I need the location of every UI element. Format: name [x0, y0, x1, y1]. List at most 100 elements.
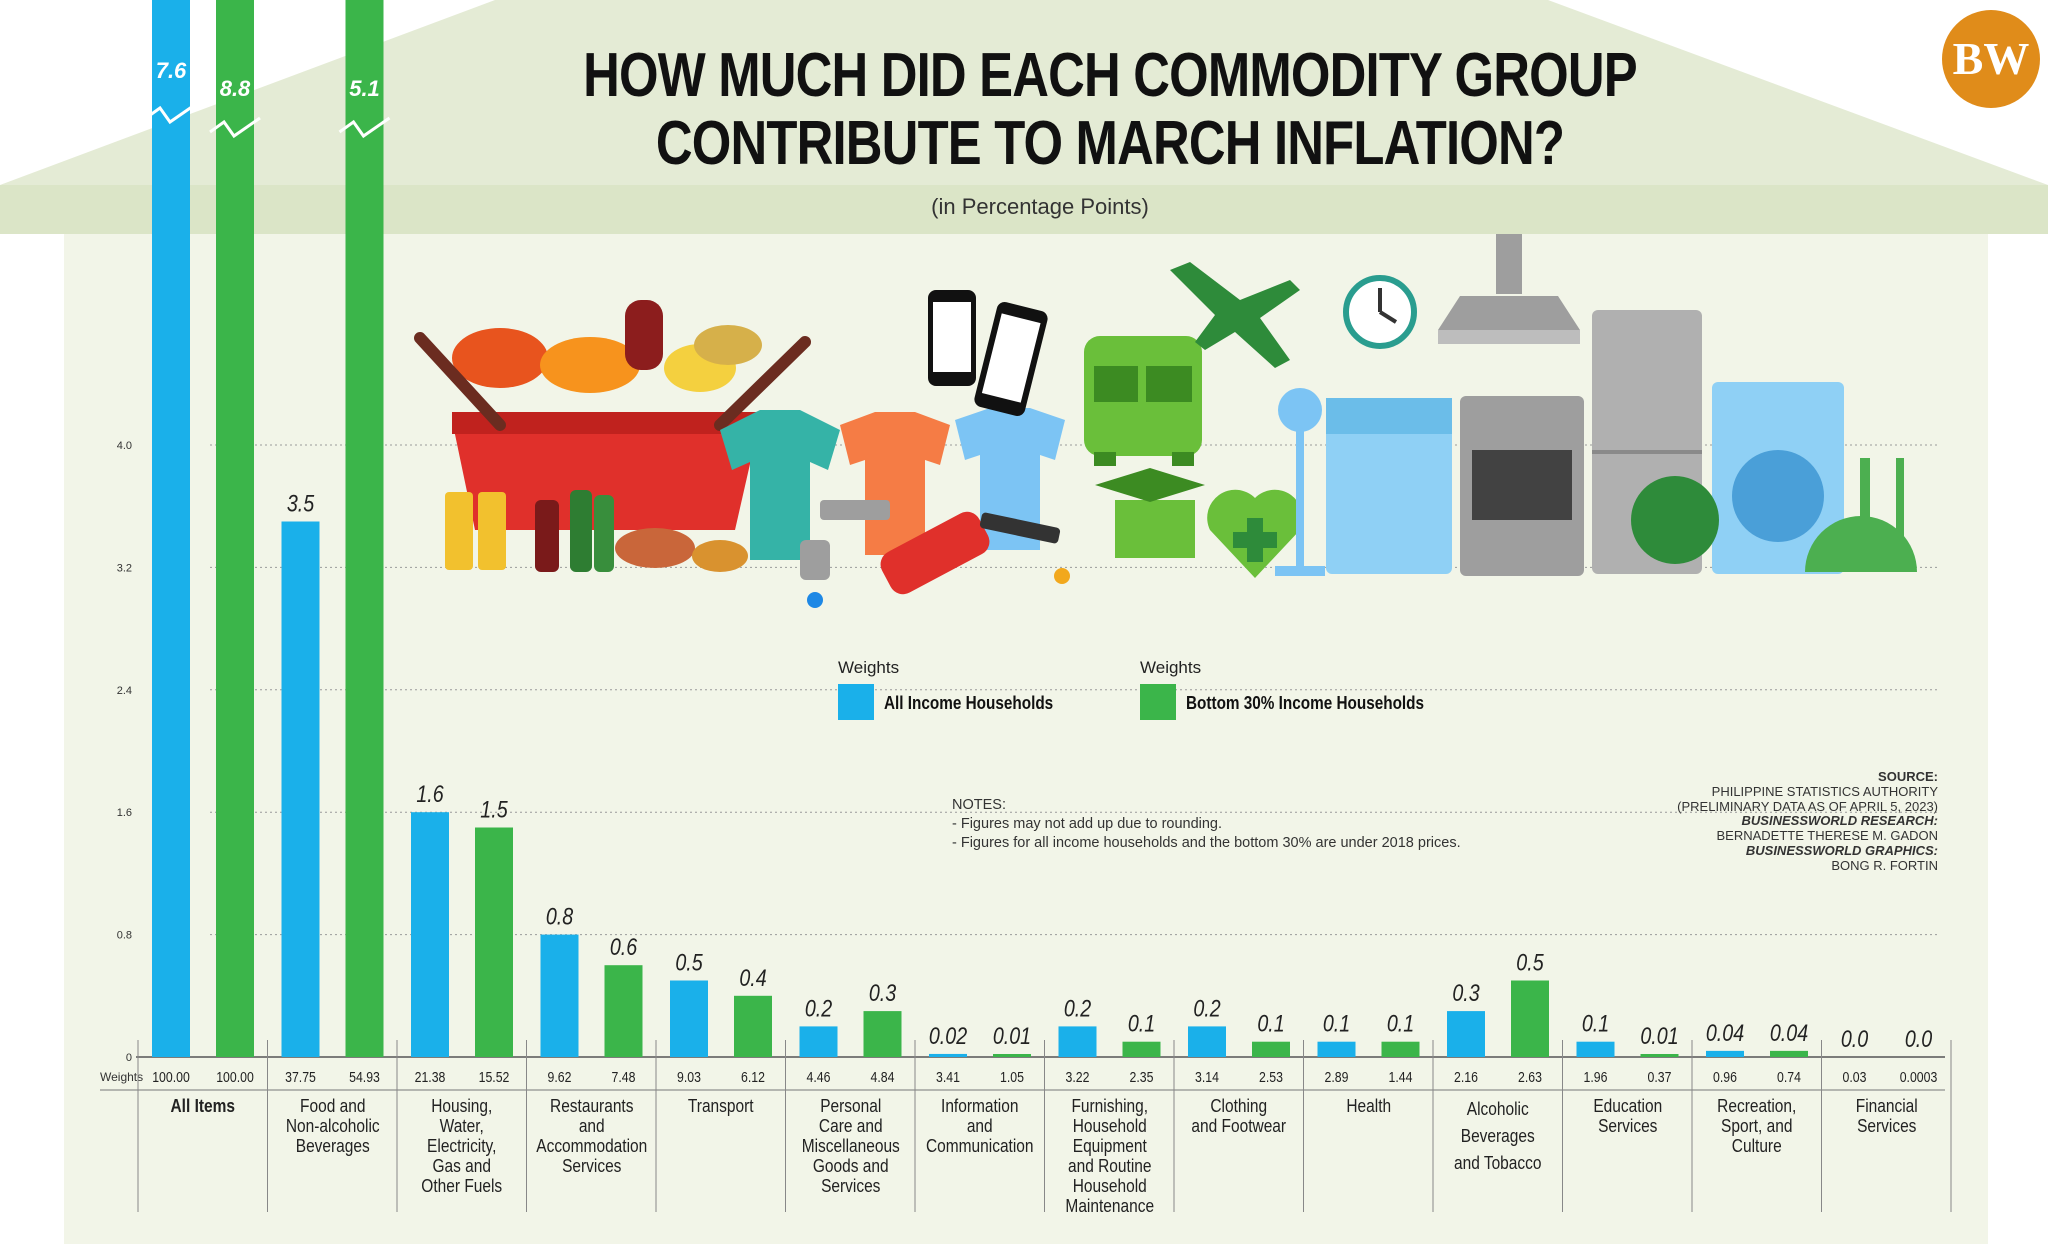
weight-value: 3.41	[936, 1069, 960, 1085]
category-label-line: Alcoholic	[1466, 1099, 1529, 1119]
bar-bottom-30	[734, 995, 772, 1057]
category-label-line: Goods and	[812, 1156, 889, 1176]
weight-value: 0.96	[1713, 1069, 1737, 1085]
bar-bottom-30	[1381, 1041, 1420, 1057]
category-label-line: Transport	[687, 1096, 754, 1116]
category-label-line: Services	[1856, 1116, 1916, 1136]
bar-all-income	[1058, 1026, 1097, 1057]
bar-all-income	[1447, 1011, 1485, 1057]
category-label: Transport	[665, 1096, 776, 1116]
category-label-line: Services	[561, 1156, 621, 1176]
weight-value: 1.96	[1584, 1069, 1608, 1085]
weight-value: 2.35	[1130, 1069, 1154, 1085]
weight-value: 4.46	[807, 1069, 831, 1085]
stove-oven-icon	[1460, 396, 1584, 576]
weight-value: 100.00	[216, 1069, 254, 1085]
bar-bottom-30	[475, 827, 513, 1057]
y-tick-label: 0.8	[117, 930, 132, 942]
category-label-line: Food and	[299, 1096, 365, 1116]
bar-all-income	[799, 1026, 838, 1057]
data-label: 0.3	[1452, 979, 1479, 1006]
faucet-icon	[800, 500, 890, 608]
data-label: 0.04	[1770, 1019, 1808, 1046]
data-label: 0.2	[805, 995, 832, 1022]
category-label: Financial Services	[1831, 1096, 1942, 1136]
bar-bottom-30	[863, 1011, 902, 1057]
data-label: 0.3	[869, 979, 896, 1006]
bar-all-income	[540, 934, 579, 1057]
weight-value: 1.05	[1000, 1069, 1024, 1085]
category-label: All Items	[147, 1096, 258, 1116]
category-label-line: Information	[941, 1096, 1019, 1116]
axis-break-mark	[209, 116, 261, 139]
category-label-line: Housing,	[431, 1096, 493, 1116]
data-label: 0.04	[1706, 1019, 1744, 1046]
category-label-line: Services	[820, 1176, 880, 1196]
weight-value: 100.00	[152, 1069, 190, 1085]
data-label: 0.1	[1128, 1010, 1155, 1037]
graphics-label: BUSINESSWORLD GRAPHICS:	[1745, 842, 1938, 858]
category-label: Housing, Water, Electricity, Gas and Other F…	[406, 1096, 517, 1196]
data-label: 8.8	[220, 76, 251, 101]
axis-break-mark	[338, 116, 391, 139]
category-label: Food and Non-alcoholic Beverages	[277, 1096, 388, 1156]
electric-fan-icon	[1275, 388, 1325, 576]
graphics-name: BONG R. FORTIN	[1831, 857, 1938, 873]
category-label-line: and Routine	[1067, 1156, 1151, 1176]
category-label-line: Beverages	[1460, 1126, 1535, 1146]
data-label: 0.6	[610, 933, 638, 960]
category-label-line: Culture	[1731, 1136, 1782, 1156]
category-label-line: and Tobacco	[1453, 1153, 1542, 1173]
shirts-icon	[720, 408, 1065, 560]
category-label-line: Equipment	[1072, 1136, 1147, 1156]
research-label: BUSINESSWORLD RESEARCH:	[1741, 813, 1938, 829]
weight-value: 7.48	[612, 1069, 636, 1085]
bar-all-income	[152, 0, 190, 1057]
category-label-line: Miscellaneous	[801, 1136, 900, 1156]
weight-value: 2.63	[1518, 1069, 1542, 1085]
y-tick-label: 1.6	[117, 807, 132, 819]
legend-all-head: Weights	[838, 658, 900, 677]
fuel-nozzle-icon	[880, 511, 1070, 595]
source-block: SOURCE: PHILIPPINE STATISTICS AUTHORITY …	[1677, 769, 1938, 874]
data-label: 0.0	[1905, 1025, 1933, 1052]
category-label-line: Clothing	[1210, 1096, 1268, 1116]
data-label: 3.5	[287, 490, 315, 517]
category-label-line: Maintenance	[1064, 1196, 1154, 1216]
legend-bottom-head: Weights	[1140, 658, 1202, 677]
bar-bottom-30	[993, 1054, 1031, 1057]
data-label: 1.5	[480, 796, 508, 823]
notes-line-1: - Figures may not add up due to rounding…	[952, 816, 1223, 832]
bar-bottom-30	[345, 0, 384, 1057]
category-label-line: Gas and	[432, 1156, 492, 1176]
weight-value: 54.93	[349, 1069, 380, 1085]
category-label-line: All Items	[170, 1096, 236, 1116]
y-tick-label: 2.4	[117, 685, 132, 697]
weight-value: 2.89	[1325, 1069, 1349, 1085]
data-label: 0.1	[1387, 1010, 1414, 1037]
category-label-line: Sport, and	[1721, 1116, 1793, 1136]
data-label: 7.6	[156, 58, 187, 83]
dishwasher-icon	[1326, 398, 1452, 574]
weight-value: 2.16	[1454, 1069, 1478, 1085]
bar-bottom-30	[1252, 1041, 1290, 1057]
airplane-icon	[1170, 262, 1300, 368]
data-label: 0.1	[1323, 1010, 1350, 1037]
category-label-line: Household	[1072, 1176, 1147, 1196]
data-label: 0.8	[546, 903, 574, 930]
data-label: 0.02	[929, 1022, 967, 1049]
source-line-1: PHILIPPINE STATISTICS AUTHORITY	[1711, 783, 1938, 799]
notes-line-2: - Figures for all income households and …	[952, 835, 1461, 851]
data-label: 0.2	[1193, 995, 1220, 1022]
title-line-2: CONTRIBUTE TO MARCH INFLATION?	[655, 109, 1565, 178]
chart-title: HOW MUCH DID EACH COMMODITY GROUP CONTRI…	[544, 42, 1676, 178]
category-label-line: Financial	[1855, 1096, 1918, 1116]
category-label-line: Care and	[818, 1116, 883, 1136]
bar-all-income	[929, 1053, 967, 1057]
data-label: 0.4	[739, 964, 766, 991]
notes-heading: NOTES:	[952, 797, 1006, 813]
health-heart-icon	[1207, 489, 1303, 578]
washing-machine-icon	[1631, 382, 1844, 574]
legend-bottom-label: Bottom 30% Income Households	[1186, 693, 1425, 713]
mobile-phones-icon	[928, 290, 1048, 416]
